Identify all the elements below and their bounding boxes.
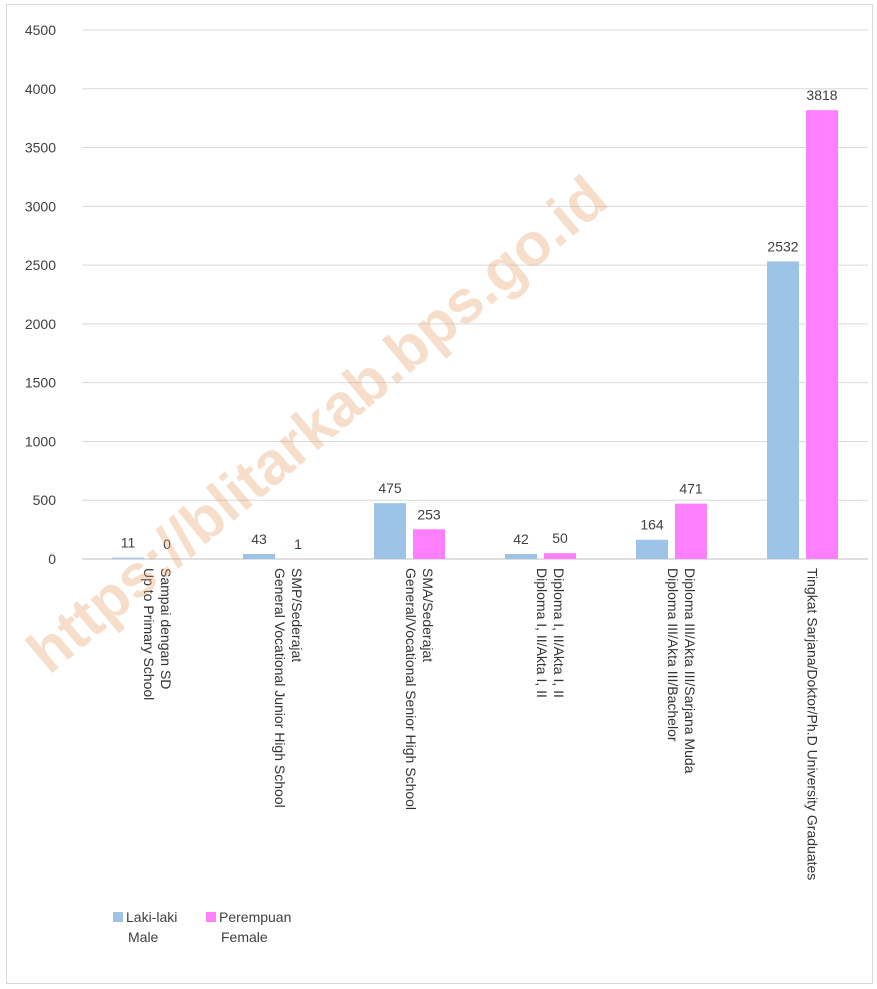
- y-tick-label: 4500: [25, 22, 56, 38]
- bar-female: [806, 110, 838, 560]
- y-tick-label: 2500: [25, 257, 56, 273]
- y-tick-label: 3000: [25, 198, 56, 214]
- bar-male: [243, 553, 275, 559]
- data-label: 164: [640, 517, 664, 533]
- y-tick-label: 0: [48, 551, 56, 567]
- bar-male: [112, 557, 144, 559]
- watermark-text: https://blitarkab.bps.go.id: [14, 163, 619, 686]
- legend-female-text: Perempuan: [219, 909, 291, 925]
- data-label: 50: [552, 530, 568, 546]
- category-label: General/Vocational Senior High School: [403, 568, 419, 810]
- bar-female: [413, 529, 445, 559]
- category-label: Tingkat Sarjana/Doktor/Ph.D University G…: [805, 568, 821, 880]
- data-label: 43: [251, 531, 267, 547]
- bar-male: [636, 539, 668, 559]
- bar-female: [544, 553, 576, 559]
- category-label: SMP/Sederajat: [289, 568, 305, 662]
- category-label: SMA/Sederajat: [420, 568, 436, 662]
- category-label: Up to Primary School: [141, 568, 157, 700]
- legend-male-text: Laki-laki: [126, 909, 177, 925]
- data-label: 475: [378, 480, 402, 496]
- bar-male: [767, 261, 799, 559]
- y-tick-label: 1000: [25, 433, 56, 449]
- bar-male: [505, 554, 537, 559]
- category-label: Diploma I, II/Akta I, II: [534, 568, 550, 698]
- y-tick-label: 4000: [25, 81, 56, 97]
- legend-female-text: Female: [221, 929, 268, 945]
- legend-male-text: Male: [128, 929, 159, 945]
- data-label: 11: [121, 535, 136, 551]
- y-tick-label: 1500: [25, 375, 56, 391]
- data-label: 3818: [806, 87, 837, 103]
- y-tick-label: 500: [33, 492, 57, 508]
- data-label: 42: [513, 531, 529, 547]
- data-label: 2532: [767, 238, 798, 254]
- data-label: 0: [163, 536, 171, 552]
- category-label: Diploma III/Akta III/Sarjana Muda: [682, 568, 698, 774]
- category-label: Diploma III/Akta III/Bachelor: [665, 568, 681, 742]
- data-label: 1: [294, 536, 302, 552]
- y-tick-label: 3500: [25, 140, 56, 156]
- chart-frame: [6, 4, 873, 984]
- category-label: General Vocational Junior High School: [272, 568, 288, 808]
- y-tick-label: 2000: [25, 316, 56, 332]
- bar-female: [675, 503, 707, 559]
- data-label: 253: [417, 506, 441, 522]
- legend-female-swatch: [206, 912, 216, 922]
- bar-male: [374, 503, 406, 559]
- legend-male-swatch: [113, 912, 123, 922]
- data-label: 471: [679, 481, 703, 497]
- category-label: Sampai dengan SD: [158, 568, 174, 689]
- category-label: Diploma I, II/Akta I, II: [551, 568, 567, 698]
